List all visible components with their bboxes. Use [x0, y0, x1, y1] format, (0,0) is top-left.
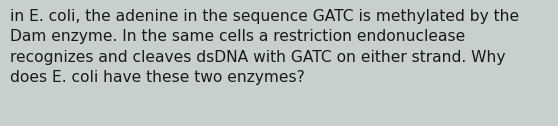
- Text: in E. coli, the adenine in the sequence GATC is methylated by the
Dam enzyme. In: in E. coli, the adenine in the sequence …: [10, 9, 519, 85]
